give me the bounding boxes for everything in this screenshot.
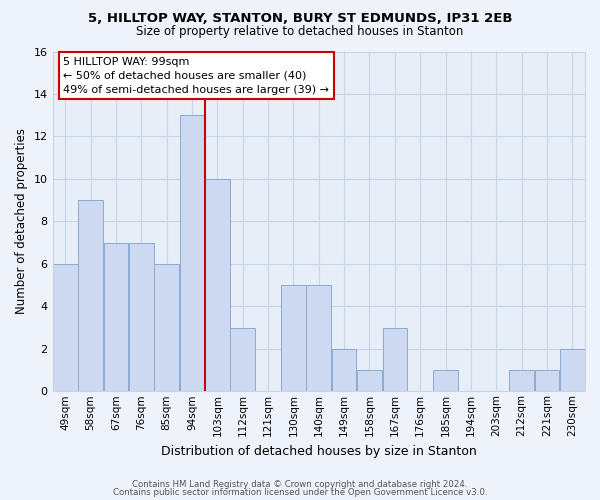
Text: Contains HM Land Registry data © Crown copyright and database right 2024.: Contains HM Land Registry data © Crown c… [132,480,468,489]
Bar [433,370,458,392]
Bar [104,242,128,392]
Bar [383,328,407,392]
Bar [357,370,382,392]
Text: Contains public sector information licensed under the Open Government Licence v3: Contains public sector information licen… [113,488,487,497]
Y-axis label: Number of detached properties: Number of detached properties [15,128,28,314]
Bar [509,370,534,392]
Bar [560,349,584,392]
Text: 5, HILLTOP WAY, STANTON, BURY ST EDMUNDS, IP31 2EB: 5, HILLTOP WAY, STANTON, BURY ST EDMUNDS… [88,12,512,26]
Bar [78,200,103,392]
Bar [281,285,306,392]
X-axis label: Distribution of detached houses by size in Stanton: Distribution of detached houses by size … [161,444,476,458]
Text: Size of property relative to detached houses in Stanton: Size of property relative to detached ho… [136,25,464,38]
Bar [53,264,77,392]
Bar [129,242,154,392]
Bar [179,115,204,392]
Bar [205,179,230,392]
Bar [230,328,255,392]
Bar [535,370,559,392]
Bar [307,285,331,392]
Bar [154,264,179,392]
Text: 5 HILLTOP WAY: 99sqm
← 50% of detached houses are smaller (40)
49% of semi-detac: 5 HILLTOP WAY: 99sqm ← 50% of detached h… [63,56,329,94]
Bar [332,349,356,392]
